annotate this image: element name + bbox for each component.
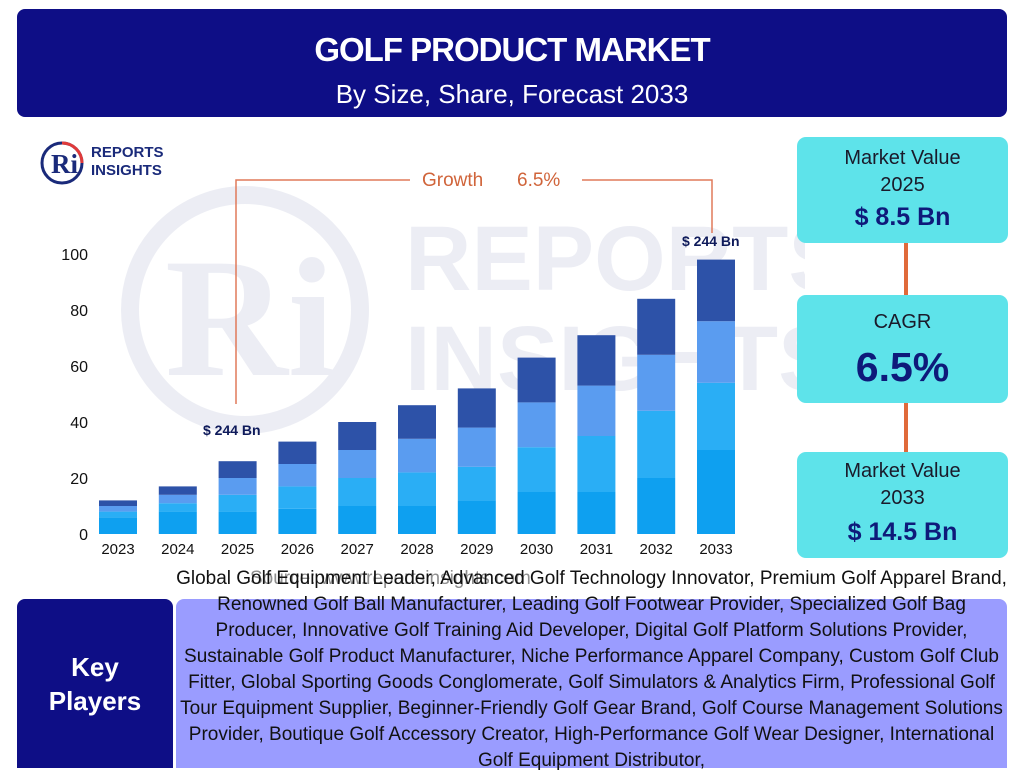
bar-segment xyxy=(697,259,735,322)
x-tick-label: 2029 xyxy=(460,541,493,558)
bar-segment xyxy=(158,486,197,495)
x-tick-label: 2023 xyxy=(101,541,134,558)
bar-segment xyxy=(577,436,616,492)
bar-segment xyxy=(218,494,257,512)
bar-segment xyxy=(218,511,257,534)
cagr-value: 6.5% xyxy=(855,344,950,390)
x-tick-label: 2027 xyxy=(341,541,374,558)
bar-segment xyxy=(398,405,436,439)
x-tick-label: 2031 xyxy=(580,541,613,558)
market-value-2025-value: $ 8.5 Bn xyxy=(854,203,951,231)
bar-segment xyxy=(99,517,137,534)
bar-label-2033: $ 244 Bn xyxy=(682,233,740,249)
bar-segment xyxy=(457,388,496,428)
connector-line-top xyxy=(904,243,908,295)
logo-line-2: INSIGHTS xyxy=(91,162,162,179)
bar-segment xyxy=(398,472,436,506)
page-title: GOLF PRODUCT MARKET xyxy=(314,31,710,68)
bar-segment xyxy=(278,508,317,534)
y-tick-label: 20 xyxy=(70,471,88,488)
key-players-text: Global Golf Equipment Leader, Advanced G… xyxy=(176,568,1007,771)
growth-label: Growth xyxy=(422,170,483,191)
bar-segment xyxy=(577,385,616,436)
market-bar-chart: 0 20 40 60 80 100 2023 2024 2025 2026 2027 2028 202… xyxy=(61,170,740,558)
connector-line-bottom xyxy=(904,403,908,453)
bar-segment xyxy=(99,500,137,506)
bar-segment xyxy=(338,422,377,450)
cagr-card: CAGR 6.5% xyxy=(797,295,1008,403)
bar-segment xyxy=(218,461,257,478)
bar-segment xyxy=(697,382,735,450)
bar-segment xyxy=(338,506,377,534)
bar-segment xyxy=(278,441,317,464)
bar-segment xyxy=(398,506,436,534)
x-tick-label: 2032 xyxy=(640,541,673,558)
cagr-label: CAGR xyxy=(873,311,932,333)
bar-segment xyxy=(517,357,556,403)
logo-mark: Ri xyxy=(51,149,78,179)
bar-segment xyxy=(457,427,496,467)
key-players-title: Key Players xyxy=(17,599,173,768)
logo-text: REPORTS INSIGHTS xyxy=(91,144,164,180)
market-value-2025-label: Market Value 2025 xyxy=(844,147,961,196)
x-tick-label: 2030 xyxy=(520,541,553,558)
y-tick-label: 80 xyxy=(70,303,88,320)
market-value-2033-value: $ 14.5 Bn xyxy=(847,518,958,546)
x-tick-label: 2028 xyxy=(400,541,433,558)
x-tick-label: 2025 xyxy=(221,541,254,558)
bar-segment xyxy=(158,503,197,512)
bar-segment xyxy=(99,511,137,518)
bar-segment xyxy=(637,354,676,411)
bar-segment xyxy=(697,450,735,534)
bar-segment xyxy=(637,298,676,355)
key-players-panel xyxy=(176,599,1007,768)
page-subtitle: By Size, Share, Forecast 2033 xyxy=(335,79,689,109)
bar-segment xyxy=(218,478,257,495)
y-tick-label: 40 xyxy=(70,415,88,432)
header-banner: GOLF PRODUCT MARKET By Size, Share, Fore… xyxy=(17,9,1007,117)
y-tick-label: 0 xyxy=(79,527,88,544)
bar-segment xyxy=(517,447,556,492)
bar-segment xyxy=(457,500,496,534)
bar-segment xyxy=(697,321,735,383)
market-value-2033-card: Market Value 2033 $ 14.5 Bn xyxy=(797,452,1008,558)
y-tick-label: 60 xyxy=(70,359,88,376)
bar-segment xyxy=(577,335,616,386)
growth-bracket-left xyxy=(235,179,410,404)
x-tick-label: 2033 xyxy=(699,541,732,558)
bar-segment xyxy=(637,478,676,534)
bar-segment xyxy=(517,492,556,534)
x-tick-label: 2024 xyxy=(161,541,194,558)
reports-insights-logo: Ri xyxy=(40,141,84,185)
growth-value: 6.5% xyxy=(517,170,560,191)
y-tick-label: 100 xyxy=(61,247,88,264)
x-tick-label: 2026 xyxy=(281,541,314,558)
bar-segment xyxy=(338,478,377,506)
bar-segment xyxy=(338,450,377,478)
bar-segment xyxy=(577,492,616,534)
market-value-2033-label: Market Value 2033 xyxy=(844,460,961,509)
logo-line-1: REPORTS xyxy=(91,144,164,161)
bar-segment xyxy=(637,410,676,478)
growth-bracket-right xyxy=(582,179,713,233)
bar-segment xyxy=(158,494,197,504)
bar-segment xyxy=(517,402,556,448)
source-note: Source: www.reportsinsights.com xyxy=(250,568,531,589)
bar-segment xyxy=(398,438,436,473)
bar-segment xyxy=(278,464,317,487)
bar-label-2025: $ 244 Bn xyxy=(203,422,261,438)
market-value-2025-card: Market Value 2025 $ 8.5 Bn xyxy=(797,137,1008,243)
bar-segment xyxy=(99,506,137,512)
bar-segment xyxy=(278,486,317,509)
bar-segment xyxy=(158,511,197,534)
bar-segment xyxy=(457,466,496,501)
